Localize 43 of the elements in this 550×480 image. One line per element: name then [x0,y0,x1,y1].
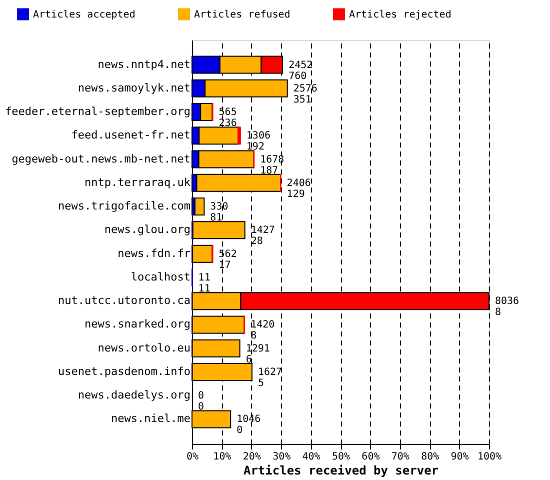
x-tick-label: 0% [186,452,199,462]
y-tick-label: news.snarked.org [84,318,190,331]
annotation: 2452 760 [288,60,313,82]
y-tick-label: feed.usenet-fr.net [71,128,190,142]
annotation: 2576 351 [293,83,318,106]
annotation: 2406 129 [286,178,311,200]
legend-label: Articles refused [194,9,290,20]
y-tick-label: news.niel.me [111,412,190,426]
y-tick-label: nntp.terraraq.uk [84,176,191,189]
legend-label: Articles rejected [349,9,452,20]
y-tick-label: news.ortolo.eu [98,341,190,354]
x-tick-label: 20% [242,452,261,462]
y-tick-label: news.samoylyk.net [78,81,190,94]
annotation: 1427 28 [250,225,275,248]
y-tick-label: gegeweb-out.news.mb-net.net [12,152,190,166]
x-tick-label: 60% [362,452,380,462]
x-tick-label: 50% [332,452,350,462]
x-tick-label: 10% [213,452,232,462]
annotation: 1046 0 [236,414,261,436]
annotation: 565 236 [218,107,237,130]
x-tick-label: 40% [302,452,320,462]
annotation: 11 11 [198,272,210,294]
y-tick-label: usenet.pasdenom.info [58,364,190,378]
x-axis-title: Articles received by server [243,464,439,478]
legend-label: Articles accepted [33,9,136,20]
x-tick-label: 80% [421,452,440,462]
x-tick-label: 70% [391,452,410,462]
annotation: 1627 5 [258,366,282,389]
y-tick-label: news.trigofacile.com [58,200,191,213]
y-tick-label: news.daedelys.org [78,388,190,402]
annotation: 0 0 [198,390,204,413]
y-tick-label: localhost [130,270,190,284]
y-tick-label: feeder.eternal-september.org [5,105,190,118]
y-tick-label: nut.utcc.utoronto.ca [58,294,190,308]
x-tick-label: 100% [477,452,502,462]
annotation: 1291 6 [246,343,270,366]
x-tick-label: 30% [272,452,291,462]
y-tick-label: news.nntp4.net [98,58,190,71]
y-tick-label: news.glou.org [104,223,190,236]
annotation: 1678 187 [260,154,284,176]
y-tick-label: news.fdn.fr [118,246,191,260]
x-tick-label: 90% [450,452,469,462]
annotation: 8036 8 [495,296,520,318]
